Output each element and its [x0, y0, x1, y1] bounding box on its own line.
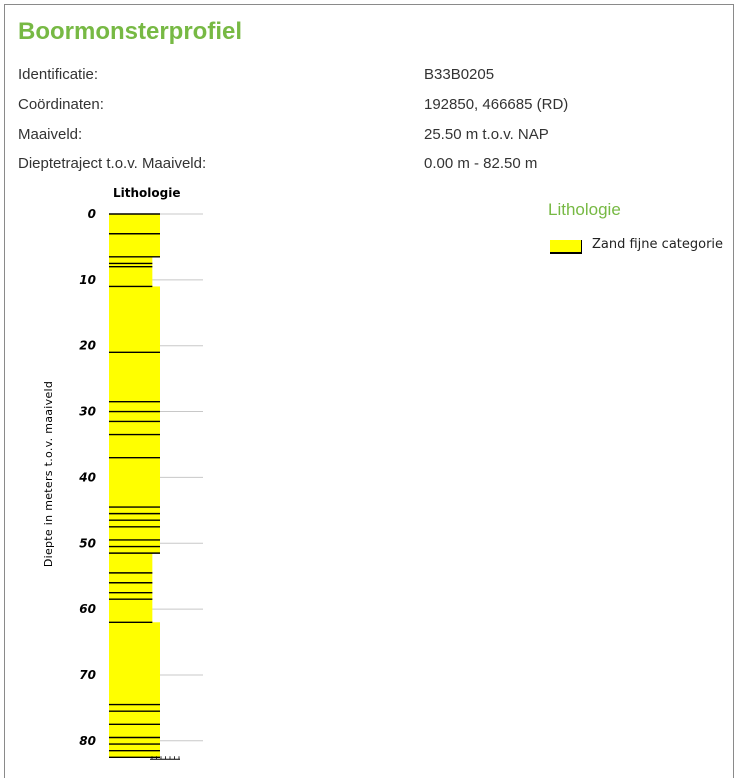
- y-tick-label: 40: [78, 470, 96, 484]
- y-tick-label: 0: [88, 207, 96, 221]
- lithology-layer: [109, 257, 152, 287]
- y-tick-label: 50: [79, 536, 96, 550]
- lithology-layer: [109, 214, 160, 257]
- y-tick-label: 30: [79, 405, 96, 419]
- y-tick-label: 20: [79, 339, 96, 353]
- chart-column-title: Lithologie: [113, 186, 180, 200]
- y-tick-label: 60: [79, 602, 96, 616]
- y-tick-label: 10: [79, 273, 96, 287]
- lithology-layer: [109, 553, 152, 622]
- y-tick-label: 70: [79, 668, 96, 682]
- y-tick-label: 80: [79, 734, 96, 748]
- y-axis-title: Diepte in meters t.o.v. maaiveld: [42, 381, 55, 567]
